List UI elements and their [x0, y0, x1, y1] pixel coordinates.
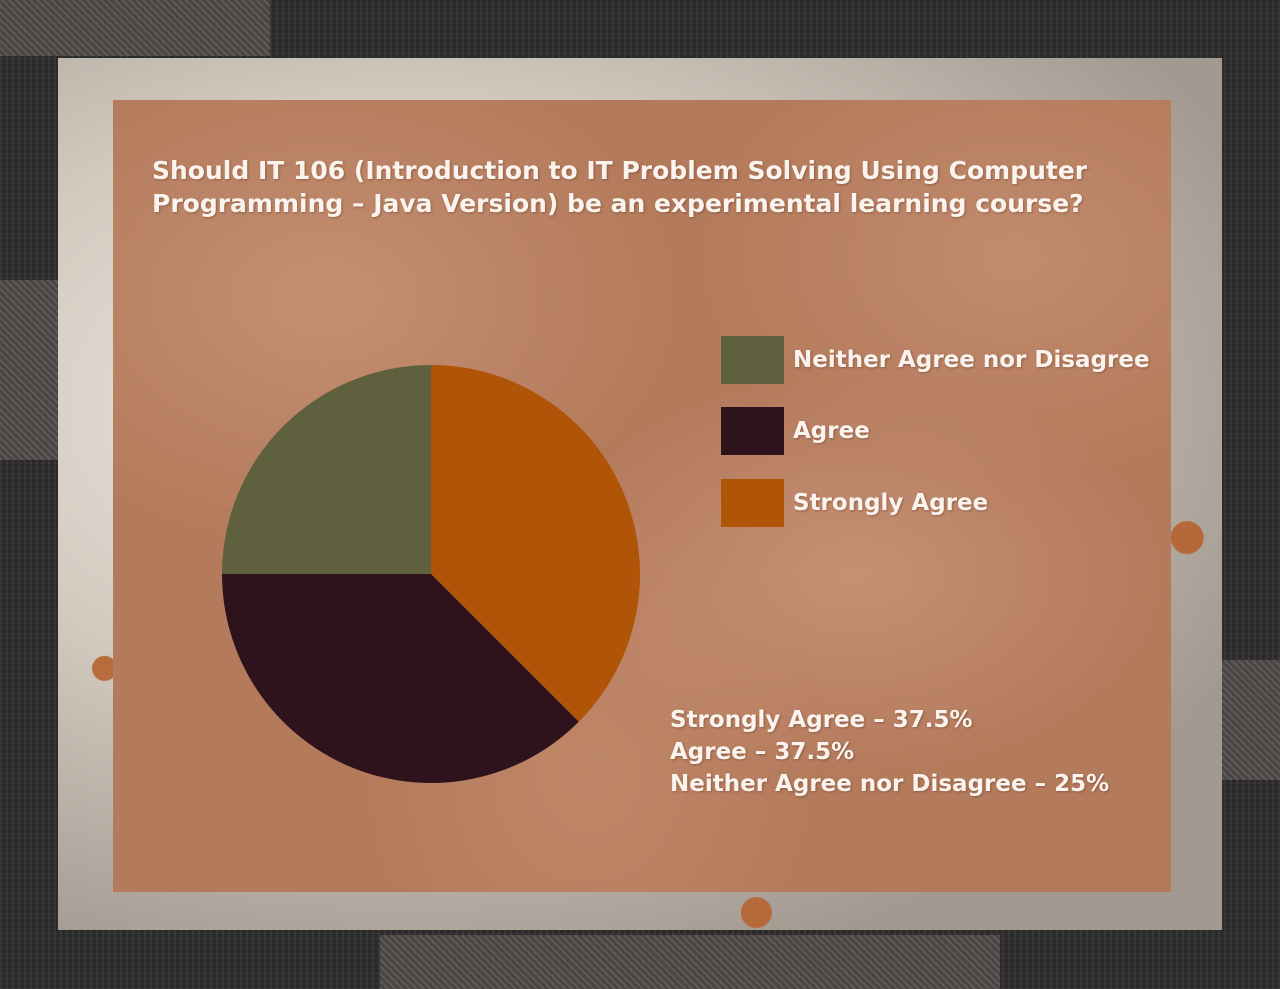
- legend-label-agree: Agree: [793, 418, 870, 444]
- legend-swatch-strongly-agree: [721, 479, 784, 527]
- chart-title-line: Should IT 106 (Introduction to IT Proble…: [152, 156, 1088, 185]
- pie-slice-neither: [222, 365, 431, 574]
- legend-item-neither: Neither Agree nor Disagree: [721, 336, 1161, 384]
- pie-slice-strongly-agree: [431, 365, 641, 722]
- summary-neither: Neither Agree nor Disagree – 25%: [670, 771, 1110, 797]
- percentage-summary: Strongly Agree – 37.5% Agree – 37.5% Nei…: [670, 704, 1109, 800]
- legend-swatch-neither: [721, 336, 784, 384]
- background-collage-block: [0, 0, 270, 56]
- legend-item-strongly-agree: Strongly Agree: [721, 479, 1161, 527]
- legend-swatch-agree: [721, 407, 784, 455]
- summary-strongly-agree: Strongly Agree – 37.5%: [670, 707, 973, 733]
- chart-title: Should IT 106 (Introduction to IT Proble…: [152, 154, 1112, 220]
- legend-label-strongly-agree: Strongly Agree: [793, 490, 989, 516]
- chart-title-line: Programming – Java Version) be an experi…: [152, 189, 1084, 218]
- summary-agree: Agree – 37.5%: [670, 739, 855, 765]
- background-collage-block: [380, 935, 1000, 989]
- legend-label-neither: Neither Agree nor Disagree: [793, 347, 1150, 373]
- legend-item-agree: Agree: [721, 407, 1161, 455]
- background-collage-block: [0, 280, 58, 460]
- pie-slice-agree: [221, 574, 579, 783]
